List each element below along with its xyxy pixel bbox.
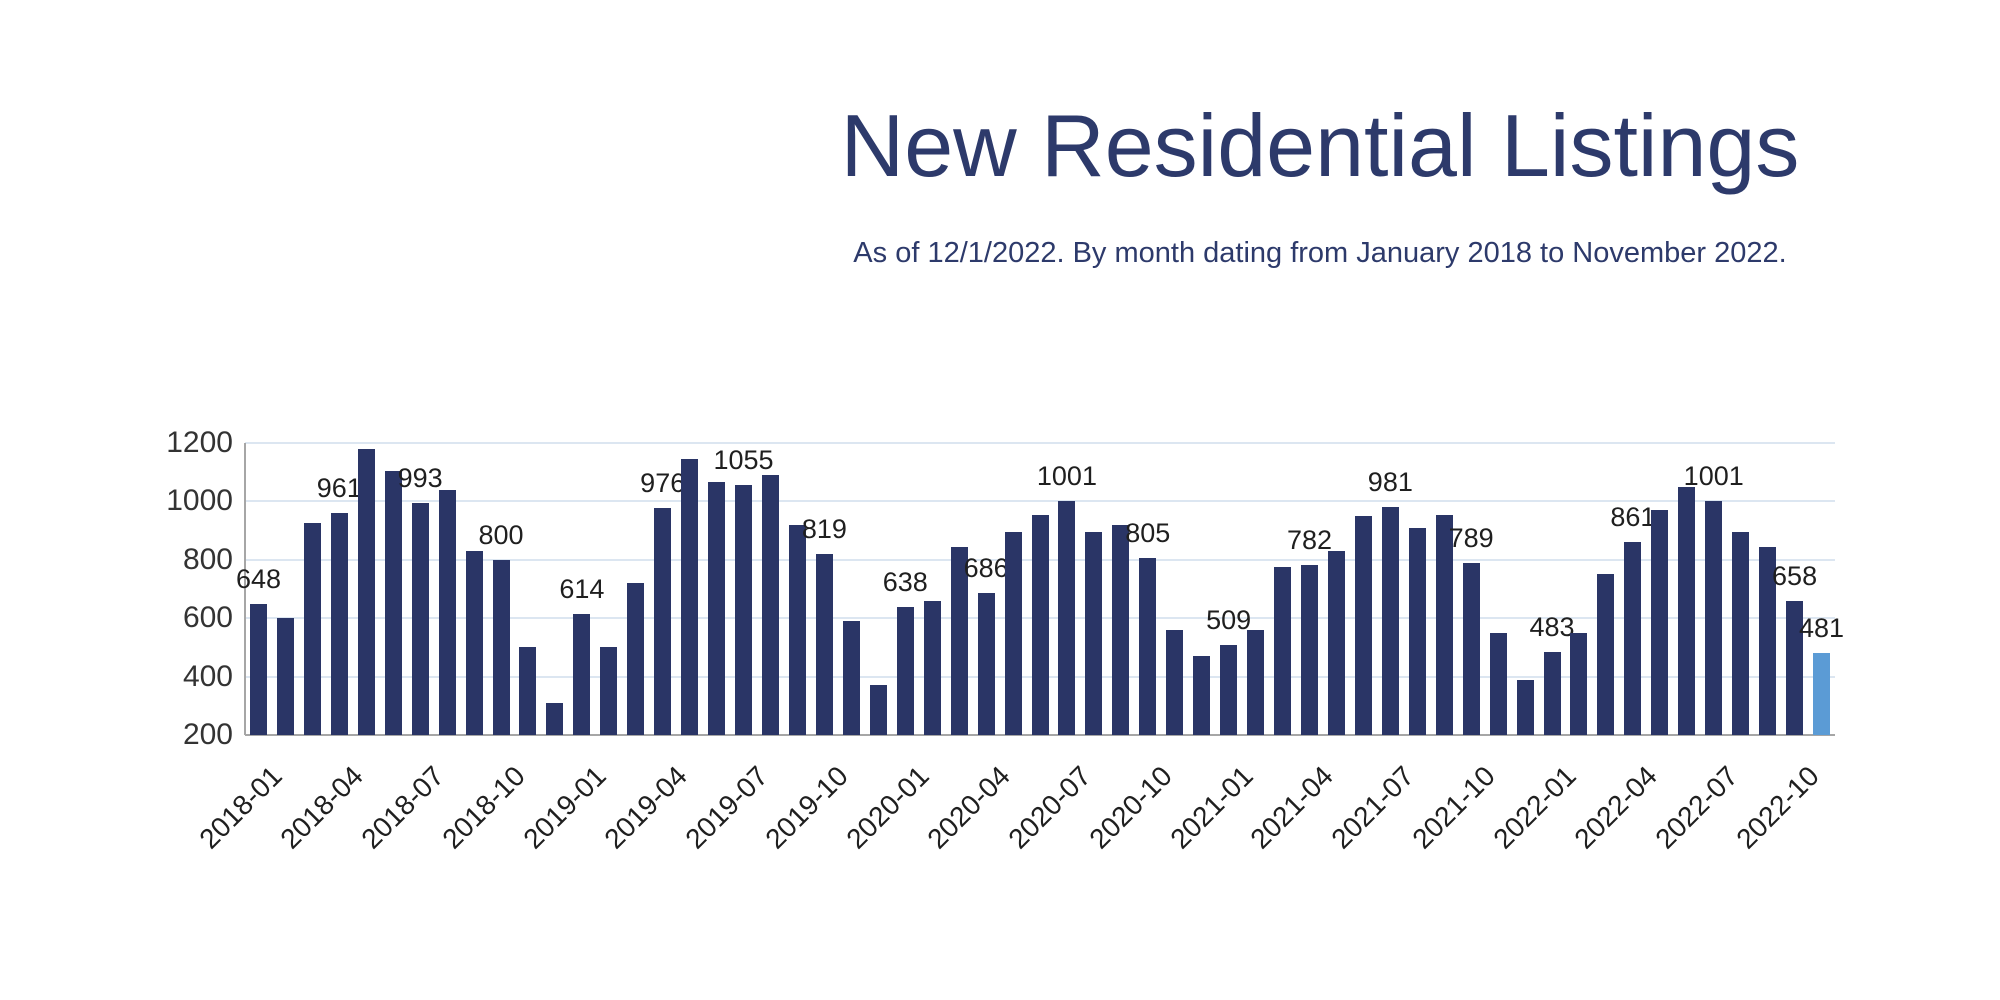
bar-2019-11 [842, 621, 860, 735]
bar-2022-02 [1570, 632, 1588, 735]
bar-2021-04 [1300, 565, 1318, 735]
bar-2020-09 [1112, 524, 1130, 735]
bar-2019-05 [681, 459, 699, 735]
data-label-2022-11: 481 [1798, 612, 1845, 643]
bar-2019-04 [654, 508, 672, 735]
bar-2018-09 [465, 551, 483, 735]
bar-2019-07 [735, 485, 753, 735]
data-label-2020-04: 686 [963, 553, 1009, 584]
data-label-2019-01: 614 [559, 574, 605, 605]
data-label-2021-04: 782 [1286, 525, 1333, 556]
bar-2021-01 [1220, 644, 1238, 735]
data-label-2021-01: 509 [1206, 604, 1252, 635]
x-axis-line [245, 734, 1835, 736]
y-tick-label: 1000 [166, 484, 233, 518]
y-tick-label: 600 [182, 601, 233, 635]
bar-2020-08 [1085, 532, 1103, 735]
data-label-2018-07: 993 [397, 463, 443, 494]
data-label-2022-07: 1001 [1683, 461, 1744, 492]
data-label-2019-07: 1055 [713, 445, 774, 476]
data-label-2022-01: 483 [1529, 612, 1575, 643]
y-tick-label: 800 [182, 542, 233, 576]
bar-2022-03 [1597, 574, 1615, 735]
y-axis-line [244, 443, 246, 735]
bar-2018-04 [330, 512, 348, 735]
data-label-2021-07: 981 [1367, 466, 1413, 497]
bar-2018-06 [384, 470, 402, 735]
bar-2021-06 [1354, 516, 1372, 735]
bar-2018-08 [438, 489, 456, 735]
data-label-2019-10: 819 [801, 514, 847, 545]
bar-2018-07 [411, 503, 429, 735]
data-label-2020-07: 1001 [1036, 461, 1097, 492]
data-label-2018-01: 648 [235, 564, 281, 595]
bar-2018-10 [492, 559, 510, 735]
chart-subtitle: As of 12/1/2022. By month dating from Ja… [853, 237, 1787, 269]
bar-2022-05 [1651, 510, 1669, 735]
bar-2018-12 [546, 702, 564, 735]
bar-2020-11 [1166, 629, 1184, 735]
bar-2021-12 [1516, 679, 1534, 735]
bar-2020-10 [1139, 558, 1157, 735]
gridline [245, 442, 1835, 444]
bar-2022-07 [1705, 501, 1723, 735]
bar-2021-08 [1408, 527, 1426, 735]
data-label-2018-04: 961 [316, 472, 362, 503]
bar-2020-06 [1031, 514, 1049, 735]
y-tick-label: 400 [182, 659, 233, 693]
bar-2019-10 [815, 554, 833, 735]
gridline [245, 500, 1835, 503]
data-label-2021-10: 789 [1448, 523, 1494, 553]
bar-2018-03 [303, 523, 321, 735]
data-label-2019-04: 976 [640, 468, 686, 499]
data-label-2020-01: 638 [882, 567, 928, 598]
data-label-2020-10: 805 [1125, 518, 1171, 549]
bar-2019-03 [627, 583, 645, 735]
y-tick-label: 200 [182, 718, 233, 751]
bar-2021-02 [1247, 629, 1265, 735]
data-label-2018-10: 800 [478, 519, 524, 550]
bar-2019-01 [573, 614, 591, 735]
bar-2019-09 [788, 524, 806, 735]
bar-2021-05 [1327, 551, 1345, 735]
bar-2020-02 [923, 600, 941, 735]
bar-2020-01 [896, 607, 914, 735]
bar-2022-09 [1759, 546, 1777, 735]
bar-2020-12 [1193, 656, 1211, 735]
bar-2021-07 [1381, 506, 1399, 735]
bar-2021-03 [1274, 567, 1292, 735]
bar-2022-01 [1543, 652, 1561, 735]
data-label-2022-04: 861 [1610, 501, 1656, 532]
bar-2019-08 [762, 475, 779, 735]
bar-2020-04 [977, 593, 995, 735]
bar-2019-12 [869, 685, 887, 735]
bar-2019-06 [708, 482, 726, 735]
bar-2019-02 [600, 647, 618, 735]
bar-2020-03 [950, 546, 968, 735]
bar-2018-11 [519, 647, 537, 735]
bar-2020-05 [1004, 532, 1022, 735]
bar-2022-08 [1732, 532, 1750, 735]
chart-title: New Residential Listings [840, 96, 1800, 195]
bar-2022-06 [1678, 486, 1696, 735]
bar-2021-11 [1489, 632, 1507, 735]
data-label-2022-10: 658 [1772, 561, 1818, 592]
bar-2021-09 [1435, 514, 1453, 735]
bar-2022-11 [1813, 652, 1831, 735]
bar-2020-07 [1058, 501, 1076, 735]
bar-2018-02 [276, 618, 294, 735]
bar-2018-05 [357, 448, 375, 735]
bar-2022-10 [1786, 601, 1804, 735]
bar-2022-04 [1624, 541, 1642, 735]
y-tick-label: 1200 [166, 426, 233, 459]
bar-2021-10 [1462, 563, 1480, 735]
bar-2018-01 [249, 604, 267, 735]
